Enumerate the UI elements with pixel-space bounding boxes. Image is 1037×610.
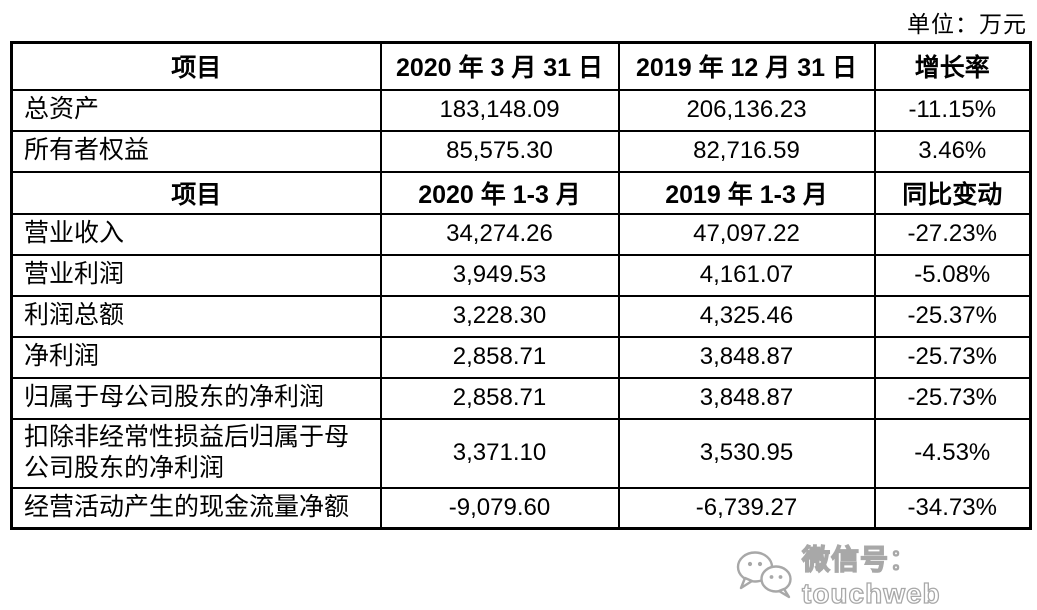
table-row-operating-profit: 营业利润 3,949.53 4,161.07 -5.08% bbox=[10, 253, 1032, 297]
col-header-yoy-change: 同比变动 bbox=[873, 170, 1032, 215]
row-label: 净利润 bbox=[10, 335, 382, 379]
row-label: 经营活动产生的现金流量净额 bbox=[10, 486, 382, 530]
value-current: 34,274.26 bbox=[379, 212, 620, 256]
col-header-prior-date: 2019 年 12 月 31 日 bbox=[617, 41, 876, 91]
value-change: -25.73% bbox=[873, 335, 1032, 379]
row-label: 营业利润 bbox=[10, 253, 382, 297]
row-label: 归属于母公司股东的净利润 bbox=[10, 376, 382, 420]
table-row-total-assets: 总资产 183,148.09 206,136.23 -11.15% bbox=[10, 88, 1032, 132]
col-header-growth-rate: 增长率 bbox=[873, 41, 1032, 91]
table-row-total-profit: 利润总额 3,228.30 4,325.46 -25.37% bbox=[10, 294, 1032, 338]
unit-label: 单位：万元 bbox=[907, 12, 1027, 37]
col-header-item: 项目 bbox=[10, 41, 382, 91]
table-row-net-profit: 净利润 2,858.71 3,848.87 -25.73% bbox=[10, 335, 1032, 379]
col-header-prior-period: 2019 年 1-3 月 bbox=[617, 170, 876, 215]
value-change: -5.08% bbox=[873, 253, 1032, 297]
value-prior: 206,136.23 bbox=[617, 88, 876, 132]
value-change: -25.37% bbox=[873, 294, 1032, 338]
value-change: -4.53% bbox=[873, 417, 1032, 489]
value-change: -34.73% bbox=[873, 486, 1032, 530]
wechat-icon bbox=[735, 548, 797, 600]
value-change: -27.23% bbox=[873, 212, 1032, 256]
value-current: 3,949.53 bbox=[379, 253, 620, 297]
value-change: 3.46% bbox=[873, 129, 1032, 173]
value-current: -9,079.60 bbox=[379, 486, 620, 530]
value-change: -25.73% bbox=[873, 376, 1032, 420]
value-current: 3,228.30 bbox=[379, 294, 620, 338]
value-prior: 4,161.07 bbox=[617, 253, 876, 297]
value-prior: 4,325.46 bbox=[617, 294, 876, 338]
table-row-net-profit-to-parent: 归属于母公司股东的净利润 2,858.71 3,848.87 -25.73% bbox=[10, 376, 1032, 420]
value-prior: 82,716.59 bbox=[617, 129, 876, 173]
table-row-net-profit-excl-nonrecurring: 扣除非经常性损益后归属于母公司股东的净利润 3,371.10 3,530.95 … bbox=[10, 417, 1032, 489]
col-header-current-date: 2020 年 3 月 31 日 bbox=[379, 41, 620, 91]
row-label: 扣除非经常性损益后归属于母公司股东的净利润 bbox=[10, 417, 382, 489]
value-current: 3,371.10 bbox=[379, 417, 620, 489]
value-current: 183,148.09 bbox=[379, 88, 620, 132]
value-prior: 3,530.95 bbox=[617, 417, 876, 489]
row-label: 营业收入 bbox=[10, 212, 382, 256]
value-prior: 3,848.87 bbox=[617, 376, 876, 420]
value-prior: 47,097.22 bbox=[617, 212, 876, 256]
value-current: 2,858.71 bbox=[379, 335, 620, 379]
col-header-item: 项目 bbox=[10, 170, 382, 215]
value-prior: -6,739.27 bbox=[617, 486, 876, 530]
watermark: 微信号：touchweb bbox=[735, 538, 1037, 610]
value-current: 85,575.30 bbox=[379, 129, 620, 173]
row-label: 总资产 bbox=[10, 88, 382, 132]
row-label: 所有者权益 bbox=[10, 129, 382, 173]
section1-header-row: 项目 2020 年 3 月 31 日 2019 年 12 月 31 日 增长率 bbox=[10, 41, 1032, 91]
table-row-operating-cash-flow: 经营活动产生的现金流量净额 -9,079.60 -6,739.27 -34.73… bbox=[10, 486, 1032, 530]
financial-table: 项目 2020 年 3 月 31 日 2019 年 12 月 31 日 增长率 … bbox=[10, 41, 1032, 530]
table-row-owners-equity: 所有者权益 85,575.30 82,716.59 3.46% bbox=[10, 129, 1032, 173]
value-change: -11.15% bbox=[873, 88, 1032, 132]
value-current: 2,858.71 bbox=[379, 376, 620, 420]
col-header-current-period: 2020 年 1-3 月 bbox=[379, 170, 620, 215]
section2-header-row: 项目 2020 年 1-3 月 2019 年 1-3 月 同比变动 bbox=[10, 170, 1032, 215]
watermark-text: 微信号：touchweb bbox=[801, 543, 941, 609]
table-row-revenue: 营业收入 34,274.26 47,097.22 -27.23% bbox=[10, 212, 1032, 256]
row-label: 利润总额 bbox=[10, 294, 382, 338]
value-prior: 3,848.87 bbox=[617, 335, 876, 379]
